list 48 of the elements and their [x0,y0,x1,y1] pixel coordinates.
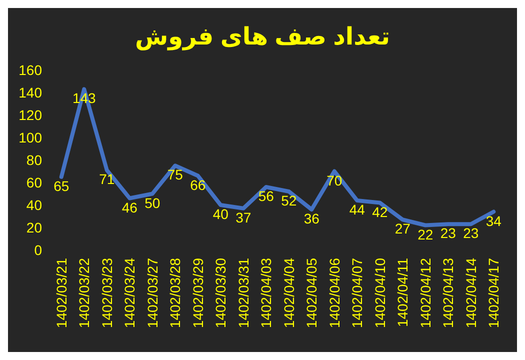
x-tick-label: 1402/04/17 [486,258,502,328]
y-tick-label: 20 [26,220,42,236]
data-label: 66 [190,176,206,193]
x-tick-label: 1402/03/23 [98,258,115,328]
y-tick-label: 100 [18,130,42,146]
x-tick-label: 1402/03/27 [144,258,160,328]
data-label: 40 [212,206,229,222]
y-tick-label: 80 [26,152,42,168]
x-tick-label: 1402/03/28 [167,258,184,328]
x-tick-label: 1402/04/11 [394,258,411,328]
data-label: 34 [486,212,502,229]
x-tick-label: 1402/03/31 [235,258,252,328]
y-tick-label: 60 [26,174,42,190]
data-label: 75 [167,166,184,183]
y-tick-label: 120 [18,107,42,123]
x-tick-label: 1402/03/22 [76,258,92,328]
data-label: 22 [418,226,434,242]
x-tick-label: 1402/04/13 [440,258,456,328]
data-label: 23 [440,225,456,242]
y-tick-label: 0 [34,242,42,258]
data-label: 52 [281,192,297,208]
data-label: 37 [236,209,252,226]
data-label: 44 [349,202,366,218]
x-tick-label: 1402/04/12 [417,258,434,328]
x-tick-label: 1402/03/30 [212,258,229,328]
x-tick-label: 1402/03/29 [190,258,206,328]
data-label: 71 [99,171,115,188]
x-tick-label: 1402/04/04 [280,258,297,328]
data-label: 23 [463,225,479,242]
x-tick-label: 1402/04/07 [349,258,366,328]
data-label: 46 [122,199,138,216]
data-label: 36 [304,210,320,226]
x-tick-label: 1402/04/14 [462,258,479,328]
x-tick-label: 1402/03/21 [53,258,70,328]
y-tick-label: 40 [26,197,42,213]
chart-title: تعداد صف های فروش [134,24,390,50]
x-tick-label: 1402/04/10 [372,258,388,328]
x-tick-label: 1402/03/24 [122,258,138,328]
data-label: 42 [372,204,388,220]
x-tick-label: 1402/04/06 [326,258,342,328]
y-tick-label: 160 [18,62,42,78]
data-label: 56 [258,188,274,204]
data-label: 65 [54,178,70,194]
y-tick-label: 140 [18,84,42,100]
x-tick-label: 1402/04/05 [304,258,320,328]
data-label: 50 [144,194,160,211]
x-tick-label: 1402/04/03 [258,258,274,328]
data-label: 27 [394,220,411,237]
